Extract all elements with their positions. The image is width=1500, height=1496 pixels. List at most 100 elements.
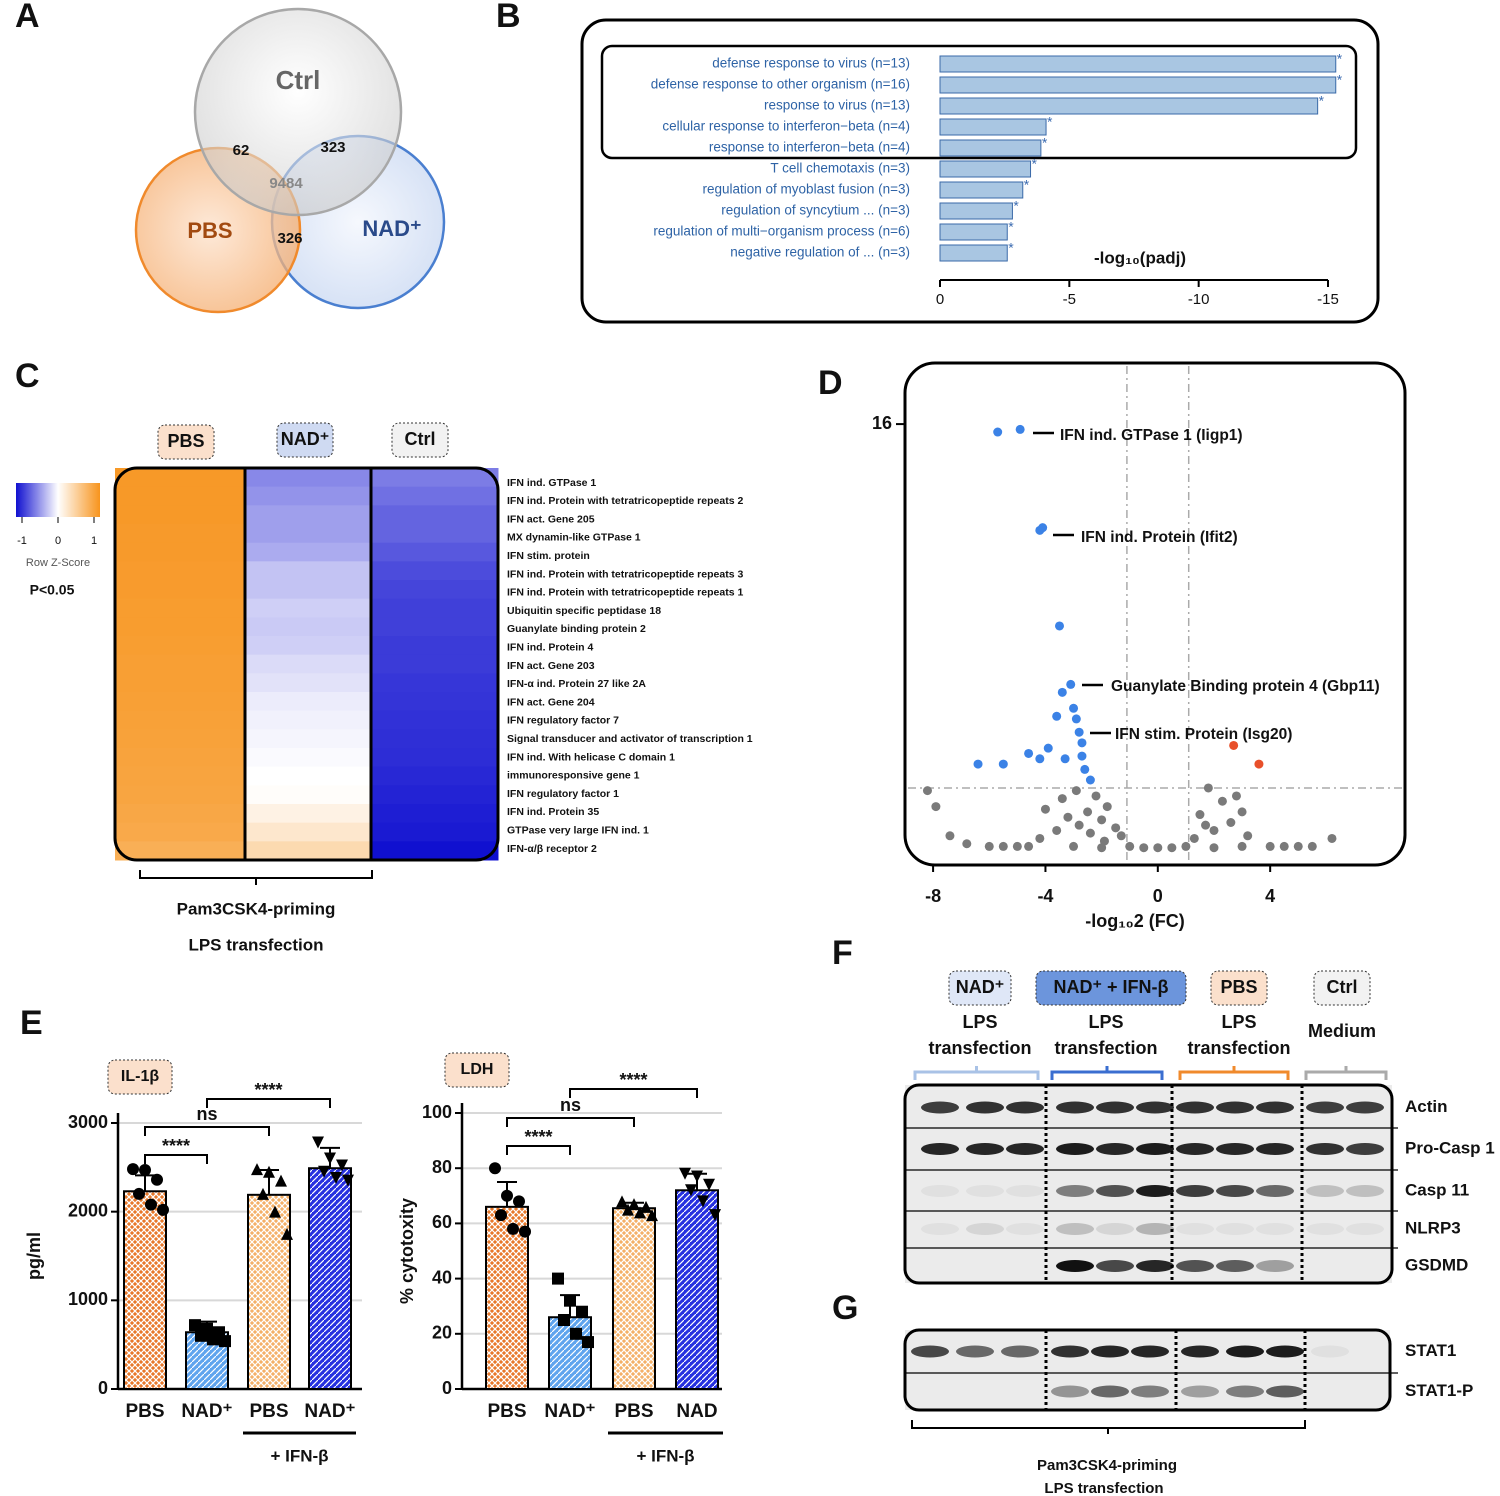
go-term: regulation of multi−organism process (n=… [653, 224, 910, 239]
blot-band [1006, 1101, 1044, 1114]
blot-band [1051, 1345, 1089, 1358]
row-label: IFN act. Gene 204 [507, 696, 595, 708]
bracket [139, 870, 373, 885]
point [1069, 841, 1079, 851]
blot-band [966, 1101, 1004, 1114]
point [1189, 833, 1199, 843]
x-tick-label: -4 [1037, 886, 1053, 906]
venn-circle [193, 7, 403, 217]
heatmap-cell [245, 524, 372, 544]
data-point [709, 1209, 721, 1222]
chart-title: IL-1β [121, 1068, 159, 1085]
row-label: immunoresponsive gene 1 [507, 770, 640, 782]
heatmap-cell [115, 468, 246, 488]
blot-band [1176, 1143, 1214, 1155]
heatmap-cell [371, 598, 499, 618]
panel-letter: D [818, 364, 843, 402]
x-tick-label: PBS [614, 1401, 653, 1422]
column-header: PBS [167, 431, 204, 451]
data-point [628, 1198, 640, 1211]
venn-label: PBS [187, 218, 232, 243]
data-point [207, 1333, 219, 1346]
bracket [911, 1420, 1306, 1434]
data-point [576, 1305, 588, 1318]
point [1167, 843, 1177, 853]
blot-band [1136, 1143, 1174, 1155]
heatmap-frame [113, 466, 500, 862]
significance-marker: * [1013, 198, 1019, 214]
data-point [157, 1203, 169, 1216]
row-label: IFN ind. Protein 4 [507, 641, 593, 653]
blot-band [1091, 1345, 1129, 1358]
condition-label: transfection [1054, 1038, 1157, 1058]
comparison-bracket [144, 1154, 208, 1164]
blot-band [1056, 1185, 1094, 1197]
venn-count: 326 [277, 230, 302, 247]
blot-band [1091, 1385, 1129, 1398]
heatmap-cell [115, 841, 246, 861]
blot-band [1226, 1385, 1264, 1398]
heatmap-cell [115, 710, 246, 730]
annotation: Guanylate Binding protein 4 (Gbp11) [1111, 678, 1380, 695]
heatmap-cell [371, 654, 499, 674]
point [1217, 796, 1227, 806]
heatmap-cell [371, 822, 499, 842]
go-term: defense response to other organism (n=16… [651, 77, 910, 92]
column-header: Ctrl [405, 429, 436, 449]
blot-band [1176, 1101, 1214, 1114]
heatmap-cell [245, 617, 372, 637]
heatmap-cell [115, 561, 246, 581]
blot-frame [903, 1083, 1394, 1285]
data-point [251, 1163, 263, 1176]
point [1254, 759, 1264, 769]
comparison-label: ns [560, 1095, 581, 1115]
point [1071, 714, 1081, 724]
row-label: IFN regulatory factor 7 [507, 715, 619, 727]
heatmap-cell [245, 580, 372, 600]
group-header-box [1210, 970, 1268, 1006]
data-point [616, 1195, 628, 1208]
point [1060, 754, 1070, 764]
point [1071, 786, 1081, 796]
heatmap-cell [115, 785, 246, 805]
point [1085, 828, 1095, 838]
blot-band [1096, 1223, 1134, 1235]
bracket-label: Pam3CSK4-priming [177, 899, 336, 918]
y-tick-label: 100 [422, 1102, 452, 1122]
data-point [336, 1159, 348, 1172]
point [1209, 843, 1219, 853]
point [1057, 687, 1067, 697]
point [931, 802, 941, 812]
blot-band [1306, 1223, 1344, 1235]
blot-band [1176, 1185, 1214, 1197]
y-tick-label: 60 [432, 1212, 452, 1232]
significance-marker: * [1337, 51, 1343, 67]
bracket-label: LPS transfection [1044, 1480, 1163, 1496]
x-tick-label: NAD⁺ [181, 1401, 232, 1422]
data-point [133, 1187, 145, 1200]
data-point [552, 1272, 564, 1285]
blot-band [1346, 1185, 1384, 1197]
point [998, 841, 1008, 851]
blot-band [1306, 1185, 1344, 1197]
chart-title: LDH [461, 1061, 494, 1078]
annotation: IFN ind. Protein (Ifit2) [1081, 529, 1238, 546]
go-term: cellular response to interferon−beta (n=… [662, 119, 910, 134]
go-term: regulation of myoblast fusion (n=3) [703, 182, 911, 197]
blot-band [1216, 1143, 1254, 1155]
go-term: defense response to virus (n=13) [712, 56, 910, 71]
blot-row-label: NLRP3 [1405, 1218, 1461, 1237]
x-tick-label: 0 [1153, 886, 1163, 906]
point [1181, 841, 1191, 851]
data-point [570, 1327, 582, 1340]
group-label: + IFN-β [270, 1446, 328, 1465]
bar [247, 1193, 291, 1390]
title-box [444, 1052, 510, 1088]
point [962, 839, 972, 849]
heatmap-cell [371, 804, 499, 824]
data-point [501, 1189, 513, 1202]
group-header-box [1035, 970, 1187, 1006]
blot-band [1131, 1385, 1169, 1398]
comparison-bracket [144, 1126, 270, 1136]
